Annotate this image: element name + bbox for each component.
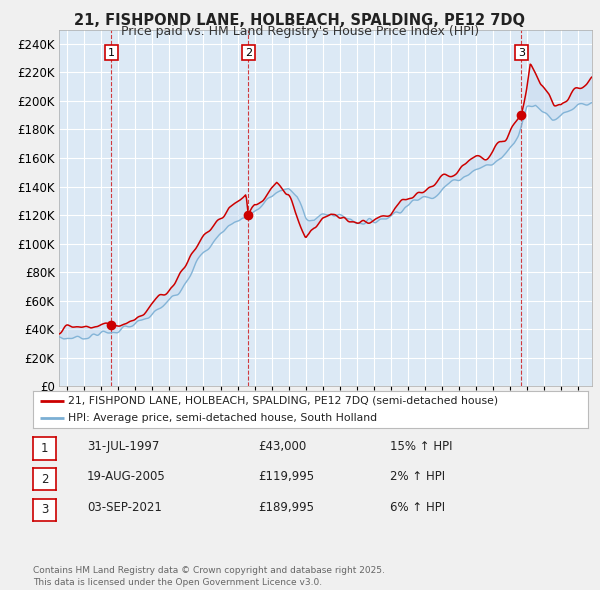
Text: 6% ↑ HPI: 6% ↑ HPI — [390, 501, 445, 514]
Text: 2% ↑ HPI: 2% ↑ HPI — [390, 470, 445, 483]
Text: HPI: Average price, semi-detached house, South Holland: HPI: Average price, semi-detached house,… — [68, 413, 377, 422]
Text: 03-SEP-2021: 03-SEP-2021 — [87, 501, 162, 514]
Text: 1: 1 — [41, 442, 48, 455]
Text: 21, FISHPOND LANE, HOLBEACH, SPALDING, PE12 7DQ (semi-detached house): 21, FISHPOND LANE, HOLBEACH, SPALDING, P… — [68, 396, 498, 405]
Text: Price paid vs. HM Land Registry's House Price Index (HPI): Price paid vs. HM Land Registry's House … — [121, 25, 479, 38]
Text: 19-AUG-2005: 19-AUG-2005 — [87, 470, 166, 483]
Text: 2: 2 — [41, 473, 48, 486]
Text: £43,000: £43,000 — [258, 440, 306, 453]
Text: 21, FISHPOND LANE, HOLBEACH, SPALDING, PE12 7DQ: 21, FISHPOND LANE, HOLBEACH, SPALDING, P… — [74, 13, 526, 28]
Text: Contains HM Land Registry data © Crown copyright and database right 2025.
This d: Contains HM Land Registry data © Crown c… — [33, 566, 385, 587]
Text: 15% ↑ HPI: 15% ↑ HPI — [390, 440, 452, 453]
Text: 1: 1 — [108, 48, 115, 58]
Text: 31-JUL-1997: 31-JUL-1997 — [87, 440, 160, 453]
Text: £189,995: £189,995 — [258, 501, 314, 514]
Text: 2: 2 — [245, 48, 252, 58]
Text: 3: 3 — [518, 48, 525, 58]
Text: £119,995: £119,995 — [258, 470, 314, 483]
Text: 3: 3 — [41, 503, 48, 516]
